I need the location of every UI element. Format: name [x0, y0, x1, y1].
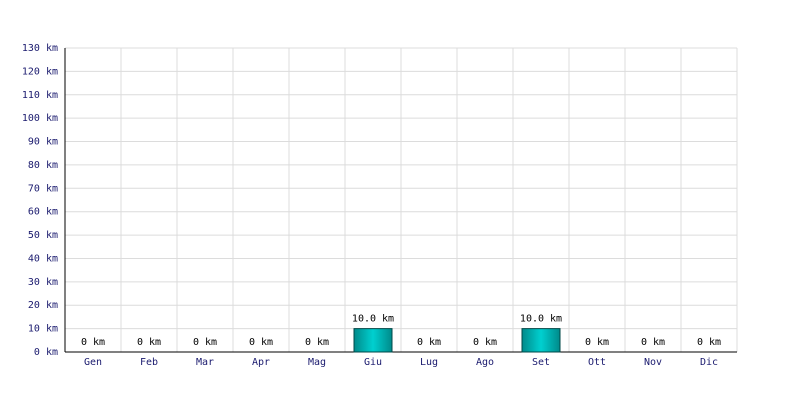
- x-tick-label: Ott: [588, 357, 606, 368]
- value-label: 0 km: [417, 337, 441, 348]
- value-label: 10.0 km: [352, 314, 394, 325]
- bar: [521, 328, 561, 353]
- y-tick-label: 0 km: [34, 347, 58, 358]
- y-tick-label: 120 km: [22, 66, 58, 77]
- y-tick-label: 60 km: [28, 207, 58, 218]
- value-label: 0 km: [697, 337, 721, 348]
- x-tick-label: Set: [532, 357, 550, 368]
- value-label: 0 km: [473, 337, 497, 348]
- x-tick-label: Giu: [364, 357, 382, 368]
- x-tick-label: Mar: [196, 357, 214, 368]
- x-tick-label: Mag: [308, 357, 326, 368]
- x-tick-label: Dic: [700, 357, 718, 368]
- value-label: 0 km: [305, 337, 329, 348]
- x-tick-label: Feb: [140, 357, 158, 368]
- y-tick-label: 90 km: [28, 137, 58, 148]
- y-tick-label: 70 km: [28, 183, 58, 194]
- bar: [353, 328, 393, 353]
- x-tick-label: Gen: [84, 357, 102, 368]
- value-label: 10.0 km: [520, 314, 562, 325]
- value-label: 0 km: [585, 337, 609, 348]
- value-label: 0 km: [193, 337, 217, 348]
- y-tick-label: 40 km: [28, 253, 58, 264]
- y-tick-label: 130 km: [22, 43, 58, 54]
- x-tick-label: Ago: [476, 357, 494, 368]
- y-tick-label: 30 km: [28, 277, 58, 288]
- y-tick-label: 50 km: [28, 230, 58, 241]
- value-label: 0 km: [249, 337, 273, 348]
- y-tick-label: 10 km: [28, 324, 58, 335]
- y-tick-label: 20 km: [28, 300, 58, 311]
- value-label: 0 km: [137, 337, 161, 348]
- x-tick-label: Lug: [420, 357, 438, 368]
- y-tick-label: 80 km: [28, 160, 58, 171]
- x-tick-label: Apr: [252, 357, 270, 368]
- value-label: 0 km: [641, 337, 665, 348]
- y-tick-label: 110 km: [22, 90, 58, 101]
- y-tick-label: 100 km: [22, 113, 58, 124]
- value-label: 0 km: [81, 337, 105, 348]
- x-tick-label: Nov: [644, 357, 662, 368]
